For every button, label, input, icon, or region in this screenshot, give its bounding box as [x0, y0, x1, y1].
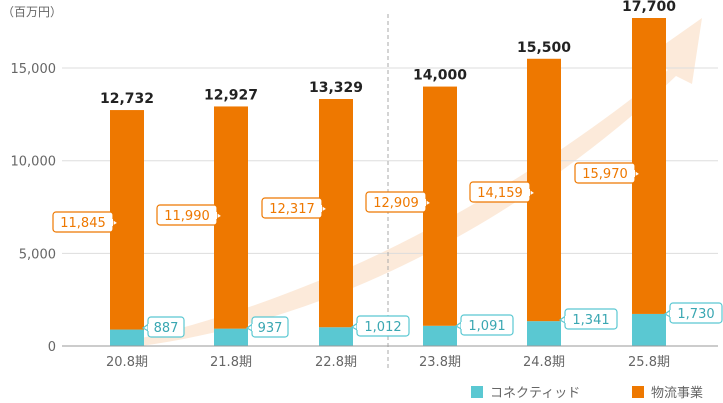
logistics-value-label-text: 14,159 [477, 186, 523, 201]
bar-connected [632, 313, 666, 346]
connected-value-label-text: 937 [258, 321, 283, 336]
connected-value-label-text: 1,730 [677, 307, 714, 322]
bar-logistics [632, 18, 666, 314]
x-tick-label: 23.8期 [419, 355, 461, 370]
logistics-value-label-joint [423, 199, 426, 206]
total-value-label: 14,000 [413, 68, 467, 84]
y-axis-unit-label: （百万円） [2, 5, 62, 19]
y-tick-label: 15,000 [11, 62, 57, 77]
connected-value-label-joint [670, 310, 673, 317]
total-value-label: 17,700 [622, 0, 676, 15]
y-tick-label: 10,000 [11, 155, 57, 170]
bar-logistics [319, 98, 353, 328]
legend-label-logistics: 物流事業 [651, 385, 703, 401]
total-value-label: 15,500 [517, 40, 571, 56]
logistics-value-label-text: 12,317 [269, 202, 315, 217]
bar-connected [527, 321, 561, 346]
connected-value-label-joint [148, 324, 151, 331]
logistics-value-label-text: 15,970 [582, 167, 628, 182]
logistics-value-label-text: 11,990 [164, 209, 210, 224]
logistics-value-label-text: 11,845 [60, 216, 106, 231]
legend-label-connected: コネクティッド [490, 386, 580, 401]
x-tick-label: 22.8期 [315, 355, 357, 370]
bar-connected [423, 325, 457, 346]
bar-connected [214, 328, 248, 346]
logistics-value-label-joint [527, 189, 530, 196]
bar-logistics [110, 110, 144, 330]
x-tick-label: 24.8期 [523, 355, 565, 370]
total-value-label: 13,329 [309, 80, 363, 96]
total-value-label: 12,732 [100, 91, 154, 107]
connected-value-label-joint [252, 324, 255, 331]
connected-value-label-text: 1,012 [364, 320, 401, 335]
total-value-label: 12,927 [204, 87, 258, 103]
legend-swatch-logistics [632, 386, 644, 398]
connected-value-label-joint [357, 323, 360, 330]
bar-logistics [423, 86, 457, 326]
connected-value-label-text: 1,091 [468, 319, 505, 334]
logistics-value-label-joint [110, 219, 113, 226]
bar-connected [110, 329, 144, 346]
connected-value-label-text: 1,341 [572, 313, 609, 328]
y-tick-label: 5,000 [19, 247, 56, 262]
bar-connected [319, 327, 353, 346]
bar-logistics [527, 58, 561, 322]
x-tick-label: 21.8期 [210, 355, 252, 370]
connected-value-label-text: 887 [154, 321, 179, 336]
logistics-value-label-joint [632, 170, 635, 177]
logistics-value-label-joint [214, 212, 217, 219]
connected-value-label-joint [565, 316, 568, 323]
x-tick-label: 25.8期 [628, 355, 670, 370]
connected-value-label-joint [461, 322, 464, 329]
logistics-value-label-text: 12,909 [373, 196, 419, 211]
legend-swatch-connected [471, 386, 483, 398]
x-tick-label: 20.8期 [106, 355, 148, 370]
logistics-value-label-joint [319, 205, 322, 212]
y-tick-label: 0 [48, 340, 56, 355]
